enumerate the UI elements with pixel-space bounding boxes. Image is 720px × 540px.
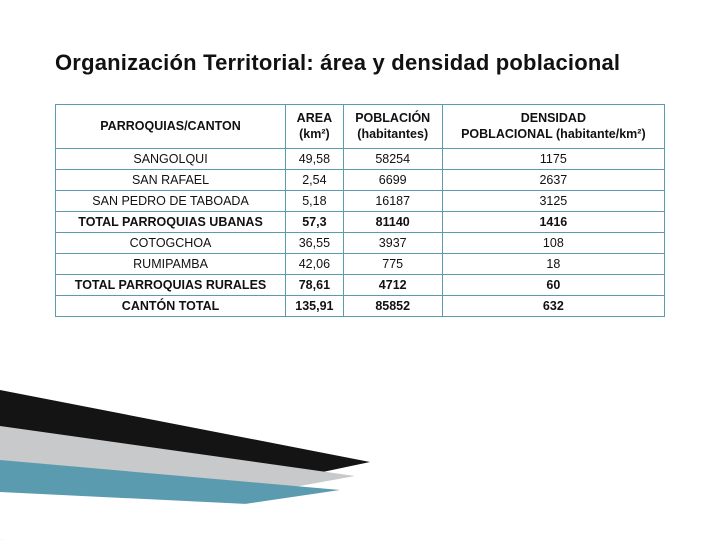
table-cell: 49,58 xyxy=(286,149,344,170)
col-header-0: PARROQUIAS/CANTON xyxy=(56,105,286,149)
table-row: SANGOLQUI49,58582541175 xyxy=(56,149,665,170)
decorative-wedge xyxy=(0,390,390,540)
table-cell: SANGOLQUI xyxy=(56,149,286,170)
table-row: SAN RAFAEL2,5466992637 xyxy=(56,170,665,191)
table-cell: RUMIPAMBA xyxy=(56,254,286,275)
slide: Organización Territorial: área y densida… xyxy=(0,0,720,540)
table-cell: SAN RAFAEL xyxy=(56,170,286,191)
table-cell: 2637 xyxy=(442,170,664,191)
table-row: RUMIPAMBA42,0677518 xyxy=(56,254,665,275)
table-cell: CANTÓN TOTAL xyxy=(56,296,286,317)
table-cell: 5,18 xyxy=(286,191,344,212)
table-cell: 4712 xyxy=(343,275,442,296)
table-row: COTOGCHOA36,553937108 xyxy=(56,233,665,254)
table-cell: 18 xyxy=(442,254,664,275)
col-header-1: AREA(km²) xyxy=(286,105,344,149)
table-cell: 2,54 xyxy=(286,170,344,191)
table-cell: 3125 xyxy=(442,191,664,212)
table-cell: 78,61 xyxy=(286,275,344,296)
table-cell: 16187 xyxy=(343,191,442,212)
table-cell: 775 xyxy=(343,254,442,275)
table-cell: COTOGCHOA xyxy=(56,233,286,254)
table-cell: SAN PEDRO DE TABOADA xyxy=(56,191,286,212)
table-cell: 85852 xyxy=(343,296,442,317)
table-cell: 42,06 xyxy=(286,254,344,275)
table-cell: 632 xyxy=(442,296,664,317)
table-cell: TOTAL PARROQUIAS RURALES xyxy=(56,275,286,296)
table-cell: 36,55 xyxy=(286,233,344,254)
table-row: CANTÓN TOTAL135,9185852632 xyxy=(56,296,665,317)
data-table-wrap: PARROQUIAS/CANTONAREA(km²)POBLACIÓN(habi… xyxy=(55,104,665,317)
col-header-3: DENSIDADPOBLACIONAL (habitante/km²) xyxy=(442,105,664,149)
table-cell: 135,91 xyxy=(286,296,344,317)
table-row: SAN PEDRO DE TABOADA5,18161873125 xyxy=(56,191,665,212)
table-cell: 1416 xyxy=(442,212,664,233)
table-cell: 6699 xyxy=(343,170,442,191)
col-header-2: POBLACIÓN(habitantes) xyxy=(343,105,442,149)
table-cell: 81140 xyxy=(343,212,442,233)
table-row: TOTAL PARROQUIAS UBANAS57,3811401416 xyxy=(56,212,665,233)
territorial-table: PARROQUIAS/CANTONAREA(km²)POBLACIÓN(habi… xyxy=(55,104,665,317)
table-row: TOTAL PARROQUIAS RURALES78,61471260 xyxy=(56,275,665,296)
table-cell: 3937 xyxy=(343,233,442,254)
table-cell: 1175 xyxy=(442,149,664,170)
page-title: Organización Territorial: área y densida… xyxy=(55,50,665,76)
table-cell: 58254 xyxy=(343,149,442,170)
table-cell: 60 xyxy=(442,275,664,296)
table-cell: 57,3 xyxy=(286,212,344,233)
table-cell: 108 xyxy=(442,233,664,254)
table-cell: TOTAL PARROQUIAS UBANAS xyxy=(56,212,286,233)
